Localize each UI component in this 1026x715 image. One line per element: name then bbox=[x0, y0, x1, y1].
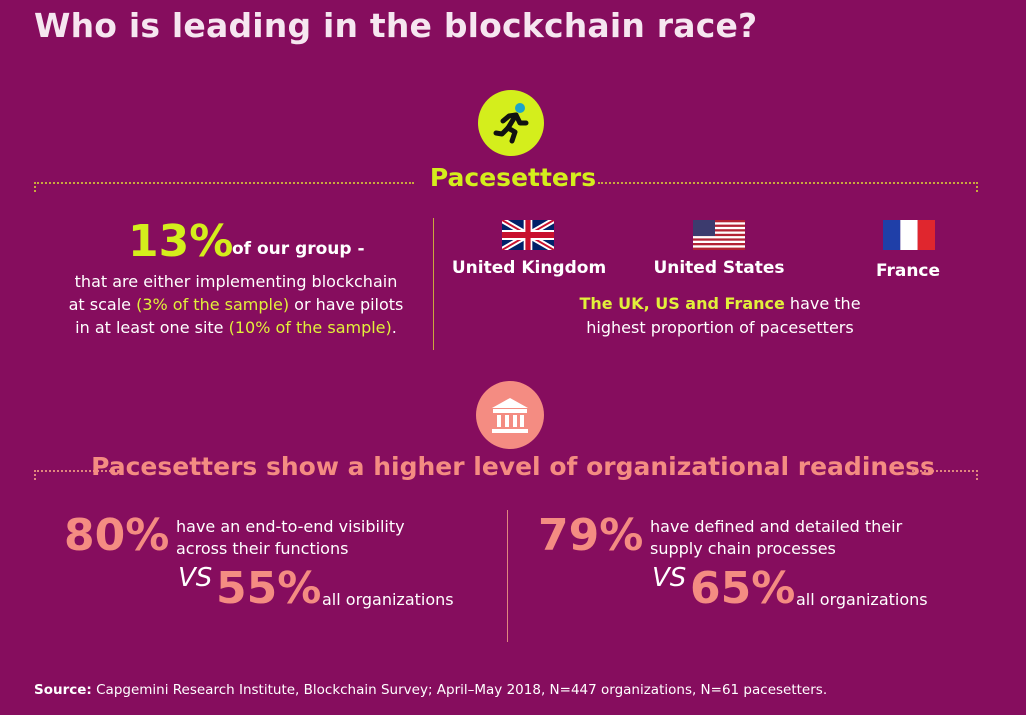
stat-description: have an end-to-end visibility across the… bbox=[176, 517, 405, 558]
compare-label: all organizations bbox=[796, 590, 928, 609]
source-text: Capgemini Research Institute, Blockchain… bbox=[91, 682, 828, 698]
pacesetter-percent: 13% bbox=[128, 216, 234, 267]
pacesetter-description: that are either implementing blockchain … bbox=[46, 270, 426, 339]
runner-icon bbox=[478, 90, 544, 156]
divider-tick bbox=[976, 470, 978, 480]
country-label-france: France bbox=[875, 261, 941, 281]
bank-icon bbox=[476, 381, 544, 449]
note-line: The UK, US and France have the bbox=[579, 294, 861, 313]
country-label-us: United States bbox=[653, 258, 785, 278]
compare-value: 65% bbox=[690, 563, 796, 614]
desc-line: at scale (3% of the sample) or have pilo… bbox=[68, 295, 404, 314]
section-title-readiness: Pacesetters show a higher level of organ… bbox=[91, 452, 935, 481]
divider-line bbox=[912, 470, 978, 472]
stat-value: 79% bbox=[538, 510, 644, 561]
divider-tick bbox=[34, 182, 36, 192]
divider-line bbox=[598, 182, 978, 184]
country-label-uk: United Kingdom bbox=[451, 258, 607, 278]
note-line: highest proportion of pacesetters bbox=[586, 318, 854, 337]
pacesetter-percent-label: of our group - bbox=[232, 239, 365, 259]
vertical-divider bbox=[433, 218, 434, 350]
source-note: Source: Capgemini Research Institute, Bl… bbox=[34, 682, 827, 698]
divider-tick bbox=[976, 182, 978, 192]
desc-highlight: (3% of the sample) bbox=[136, 295, 290, 314]
divider-line bbox=[34, 470, 119, 472]
stat-description: have defined and detailed their supply c… bbox=[650, 517, 903, 558]
compare-value: 55% bbox=[216, 563, 322, 614]
desc-line: that are either implementing blockchain bbox=[74, 272, 398, 291]
compare-label: all organizations bbox=[322, 590, 454, 609]
desc-highlight: (10% of the sample) bbox=[228, 318, 392, 337]
divider-tick bbox=[34, 470, 36, 480]
stat-value: 80% bbox=[64, 510, 170, 561]
vs-label: VS bbox=[178, 563, 213, 593]
countries-note: The UK, US and France have the highest p… bbox=[540, 292, 900, 340]
desc-line: in at least one site (10% of the sample)… bbox=[75, 318, 397, 337]
note-highlight: The UK, US and France bbox=[579, 294, 785, 313]
source-label: Source: bbox=[34, 682, 92, 698]
vs-label: VS bbox=[652, 563, 687, 593]
us-flag-icon bbox=[693, 220, 745, 250]
divider-line bbox=[34, 182, 414, 184]
section-title-pacesetters: Pacesetters bbox=[429, 163, 597, 192]
vertical-divider bbox=[507, 510, 508, 642]
uk-flag-icon bbox=[502, 220, 554, 250]
page-title: Who is leading in the blockchain race? bbox=[34, 6, 758, 45]
france-flag-icon bbox=[883, 220, 935, 250]
